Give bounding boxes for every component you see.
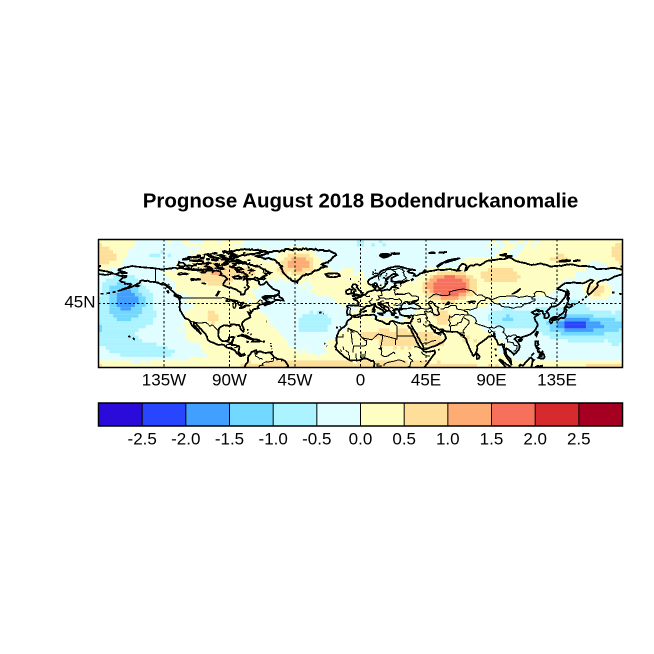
svg-text:0.5: 0.5 bbox=[392, 430, 416, 449]
svg-text:90E: 90E bbox=[476, 371, 506, 390]
svg-text:90W: 90W bbox=[212, 371, 247, 390]
svg-text:-0.5: -0.5 bbox=[302, 430, 331, 449]
svg-text:Prognose August 2018 Bodendruc: Prognose August 2018 Bodendruckanomalie bbox=[143, 190, 579, 213]
svg-text:135E: 135E bbox=[537, 371, 577, 390]
svg-text:-2.0: -2.0 bbox=[171, 430, 200, 449]
svg-text:1.0: 1.0 bbox=[436, 430, 460, 449]
svg-text:1.5: 1.5 bbox=[480, 430, 504, 449]
svg-text:45W: 45W bbox=[278, 371, 313, 390]
svg-text:-2.5: -2.5 bbox=[128, 430, 157, 449]
svg-text:45N: 45N bbox=[64, 293, 95, 312]
svg-text:-1.5: -1.5 bbox=[215, 430, 244, 449]
svg-text:0: 0 bbox=[356, 371, 365, 390]
svg-text:135W: 135W bbox=[142, 371, 186, 390]
svg-text:-1.0: -1.0 bbox=[259, 430, 288, 449]
svg-text:2.5: 2.5 bbox=[567, 430, 591, 449]
svg-text:2.0: 2.0 bbox=[523, 430, 547, 449]
svg-text:45E: 45E bbox=[411, 371, 441, 390]
svg-text:0.0: 0.0 bbox=[349, 430, 373, 449]
